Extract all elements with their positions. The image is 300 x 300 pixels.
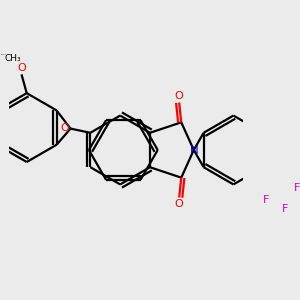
Text: O: O <box>60 123 69 133</box>
Text: O: O <box>175 91 184 101</box>
Text: O: O <box>175 199 184 209</box>
Text: F: F <box>263 194 270 205</box>
Text: methoxy: methoxy <box>1 54 7 55</box>
Text: O: O <box>17 63 26 73</box>
Text: F: F <box>293 183 300 193</box>
Text: CH₃: CH₃ <box>5 54 21 63</box>
Text: F: F <box>282 204 288 214</box>
Text: N: N <box>189 143 198 157</box>
